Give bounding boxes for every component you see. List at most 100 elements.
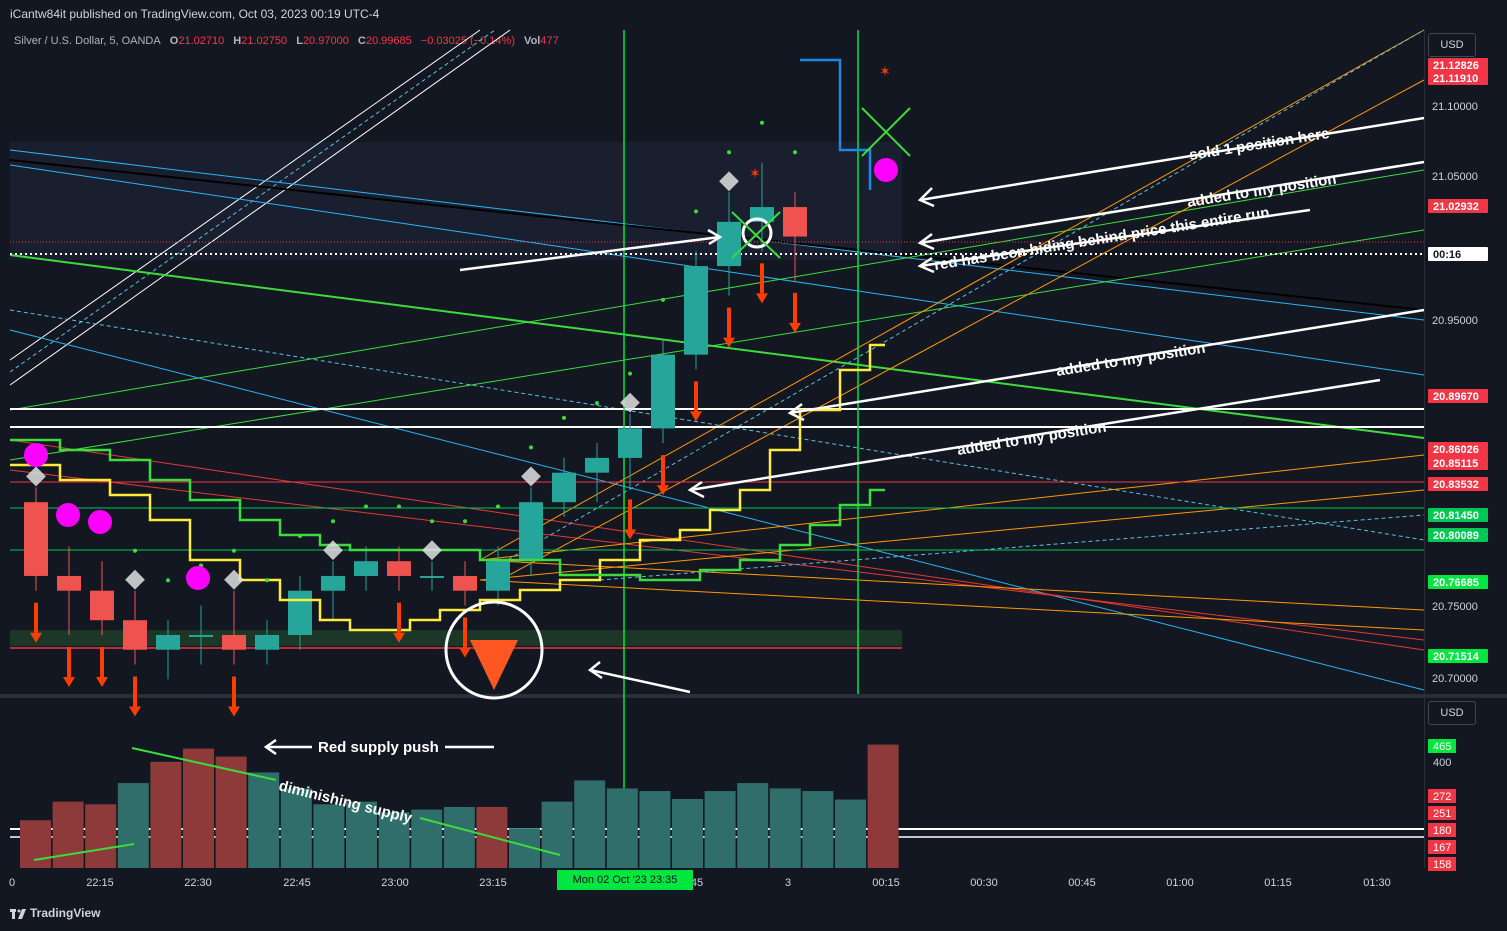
sell-arrow-marker [789, 292, 801, 333]
symbol-name[interactable]: Silver / U.S. Dollar, 5, OANDA [14, 35, 161, 47]
svg-text:20.76685: 20.76685 [1433, 577, 1479, 589]
candle [222, 590, 246, 665]
volume-bar [280, 788, 312, 868]
price-tick: 20.75000 [1432, 601, 1478, 613]
psar-dot [133, 548, 137, 553]
symbol-legend[interactable]: Silver / U.S. Dollar, 5, OANDA O21.02710… [14, 35, 565, 47]
price-label: 00:16 [1428, 247, 1488, 261]
volume-label: 400 [1433, 757, 1451, 769]
diamond-marker [323, 540, 343, 561]
time-tick: 01:00 [1166, 877, 1194, 889]
volume-label: 272 [1428, 789, 1456, 803]
svg-text:00:16: 00:16 [1433, 249, 1461, 261]
svg-text:20.83532: 20.83532 [1433, 479, 1479, 491]
volume-bar [117, 783, 149, 868]
candle [651, 339, 675, 444]
candle [387, 546, 411, 591]
time-tick: 45 [691, 877, 703, 889]
ohlc-high: H21.02750 [233, 35, 288, 47]
candle [90, 561, 114, 635]
price-label: 21.02932 [1428, 199, 1488, 213]
psar-dot [595, 401, 599, 406]
volume-bar [150, 761, 182, 868]
psar-dot [529, 445, 533, 450]
psar-dot [166, 578, 170, 583]
candle [255, 620, 279, 665]
candles [24, 162, 807, 680]
volume-bar [378, 812, 410, 868]
svg-text:20.85115: 20.85115 [1433, 458, 1478, 470]
footer [0, 897, 1507, 931]
price-tick: 20.95000 [1432, 315, 1478, 327]
price-axis[interactable]: 21.10000 21.05000 20.95000 20.75000 20.70000… [1428, 58, 1488, 685]
price-tick: 20.70000 [1432, 673, 1478, 685]
candle [453, 561, 477, 606]
svg-text:158: 158 [1433, 859, 1451, 871]
volume-bar [346, 801, 377, 868]
psar-dot [463, 519, 467, 524]
time-tick: 00:30 [970, 877, 998, 889]
time-tick: 00:45 [1068, 877, 1096, 889]
volume-value: Vol477 [524, 35, 559, 47]
time-tick: 22:15 [86, 877, 114, 889]
psar-dot [694, 209, 698, 214]
annotation-added-3: added to my position [956, 419, 1108, 459]
volume-bar [85, 804, 117, 868]
volume-bar [20, 820, 51, 868]
annotation-red-supply: Red supply push [318, 739, 439, 756]
time-tick: 01:30 [1363, 877, 1391, 889]
price-tick: 21.05000 [1432, 171, 1478, 183]
candle [684, 251, 708, 370]
price-label: 20.71514 [1428, 649, 1488, 663]
time-tick: 3 [785, 877, 791, 889]
tradingview-logo[interactable]: TradingView [10, 906, 100, 920]
time-axis[interactable]: 0 22:15 22:30 22:45 23:00 23:15 45 3 00:15 00:30 0… [9, 877, 1391, 889]
magenta-signal-dot [186, 566, 210, 590]
volume-axis[interactable]: 465 400 272 251 180 167 158 [1428, 739, 1456, 871]
time-tick: 23:15 [479, 877, 507, 889]
diamond-marker [521, 466, 541, 487]
svg-text:180: 180 [1433, 825, 1451, 837]
psar-dot [397, 504, 401, 509]
volume-bar [541, 801, 573, 868]
psar-dot [661, 297, 665, 302]
tradingview-label: TradingView [30, 906, 101, 920]
candle [420, 561, 444, 591]
volume-bar [769, 788, 801, 868]
volume-bar [52, 801, 84, 868]
volume-bar [183, 748, 214, 868]
candle [618, 413, 642, 488]
psar-dot [562, 415, 566, 420]
svg-text:251: 251 [1433, 808, 1451, 820]
volume-label: 251 [1428, 806, 1456, 820]
annotation-sold: sold 1 position here [1188, 125, 1331, 164]
big-down-triangle [470, 640, 518, 690]
sell-arrow-marker [228, 676, 240, 717]
diamond-marker [26, 466, 46, 487]
sell-arrow-marker [657, 455, 669, 496]
volume-bar [606, 788, 638, 868]
volume-bar [835, 799, 866, 868]
price-label: 20.81450 [1428, 508, 1488, 522]
volume-bar [411, 809, 443, 868]
candle [321, 561, 345, 621]
psar-dot [232, 548, 236, 553]
magenta-signal-dot [88, 510, 112, 534]
price-label: 21.11910 [1428, 71, 1488, 85]
psar-dot [628, 371, 632, 376]
candle [519, 487, 543, 576]
volume-label: 158 [1428, 857, 1456, 871]
sell-arrow-marker [129, 676, 141, 717]
sell-arrow-marker [63, 646, 75, 687]
price-label: 21.12826 [1428, 58, 1488, 72]
price-currency-button[interactable]: USD [1428, 33, 1476, 57]
candle [156, 620, 180, 680]
candle [189, 605, 213, 665]
price-label: 20.85115 [1428, 456, 1488, 470]
top-bar: iCantw84it published on TradingView.com,… [0, 0, 1507, 30]
volume-bar [215, 756, 247, 868]
sell-arrow-marker [30, 602, 42, 643]
volume-currency-button[interactable]: USD [1428, 701, 1476, 725]
candle [57, 546, 81, 635]
